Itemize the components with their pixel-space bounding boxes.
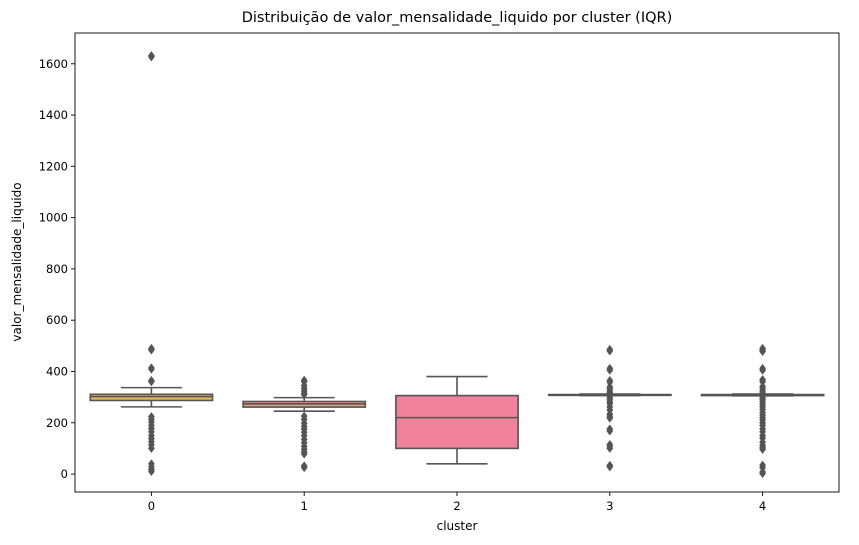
outlier-point	[148, 364, 155, 374]
outlier-point	[606, 413, 614, 423]
plot-area	[89, 51, 825, 479]
outlier-point	[606, 443, 614, 453]
outlier-point	[148, 443, 155, 453]
outlier-point	[148, 52, 155, 62]
y-tick-label: 600	[46, 313, 68, 327]
outlier-point	[759, 346, 766, 356]
y-tick-label: 400	[46, 364, 68, 378]
x-axis-label: cluster	[437, 519, 478, 533]
box-group-cluster-1	[242, 375, 367, 473]
y-axis-label: valor_mensalidade_liquido	[10, 182, 24, 341]
plot-frame	[74, 32, 840, 493]
outlier-point	[148, 377, 155, 387]
chart-title: Distribuição de valor_mensalidade_liquid…	[242, 10, 673, 26]
outlier-point	[148, 466, 155, 476]
box-group-cluster-0	[89, 51, 214, 476]
x-axis: 0 1 2 3 4	[148, 492, 766, 513]
outlier-point	[606, 462, 614, 472]
x-tick-label: 4	[759, 499, 766, 513]
y-tick-label: 1400	[39, 108, 68, 122]
box-group-cluster-3	[547, 344, 672, 472]
outlier-point	[300, 390, 308, 400]
x-tick-label: 0	[148, 499, 155, 513]
outlier-point	[148, 345, 155, 355]
x-tick-label: 1	[301, 499, 308, 513]
box-iqr	[395, 394, 519, 450]
outlier-point	[759, 469, 766, 479]
outlier-point	[606, 346, 614, 356]
outlier-point	[606, 365, 614, 375]
x-tick-label: 3	[606, 499, 613, 513]
outlier-point	[606, 426, 614, 436]
y-tick-label: 800	[46, 262, 68, 276]
y-tick-label: 1200	[39, 159, 68, 173]
outlier-point	[300, 463, 308, 473]
y-tick-label: 0	[61, 467, 68, 481]
outlier-point	[300, 449, 308, 459]
box-group-cluster-4	[700, 343, 825, 479]
y-axis: 0 200 400 600 800 1000 1200 1400 1600	[39, 57, 75, 481]
y-tick-label: 200	[46, 416, 68, 430]
y-tick-label: 1600	[39, 57, 68, 71]
outlier-point	[759, 444, 766, 454]
box-group-cluster-2	[395, 375, 519, 465]
outlier-point	[759, 365, 766, 375]
x-tick-label: 2	[453, 499, 460, 513]
y-tick-label: 1000	[39, 211, 68, 225]
